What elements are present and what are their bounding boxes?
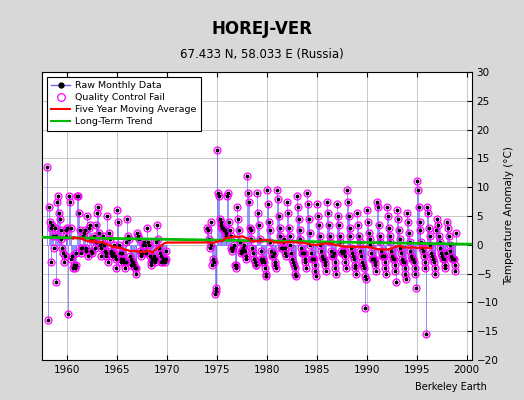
Text: HOREJ-VER: HOREJ-VER bbox=[212, 20, 312, 38]
Text: 67.433 N, 58.033 E (Russia): 67.433 N, 58.033 E (Russia) bbox=[180, 48, 344, 61]
Legend: Raw Monthly Data, Quality Control Fail, Five Year Moving Average, Long-Term Tren: Raw Monthly Data, Quality Control Fail, … bbox=[47, 77, 201, 131]
Y-axis label: Temperature Anomaly (°C): Temperature Anomaly (°C) bbox=[504, 146, 514, 286]
Text: Berkeley Earth: Berkeley Earth bbox=[416, 382, 487, 392]
